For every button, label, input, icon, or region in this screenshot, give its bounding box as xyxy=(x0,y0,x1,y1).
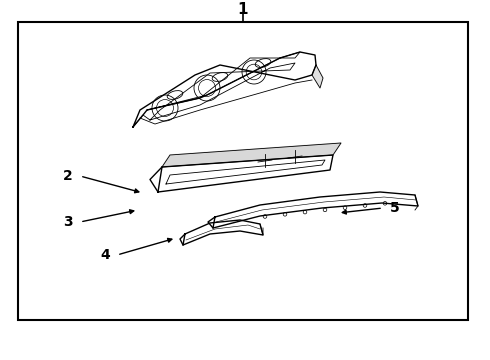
Text: 5: 5 xyxy=(390,201,400,215)
Polygon shape xyxy=(312,65,323,88)
Bar xyxy=(18,22,468,320)
Polygon shape xyxy=(162,143,341,167)
Polygon shape xyxy=(183,220,263,245)
Polygon shape xyxy=(133,52,316,127)
Text: 2: 2 xyxy=(63,169,73,183)
Text: 4: 4 xyxy=(100,248,110,262)
Text: 1: 1 xyxy=(238,1,248,17)
Polygon shape xyxy=(213,192,418,228)
Polygon shape xyxy=(158,155,333,192)
Text: 3: 3 xyxy=(63,215,73,229)
